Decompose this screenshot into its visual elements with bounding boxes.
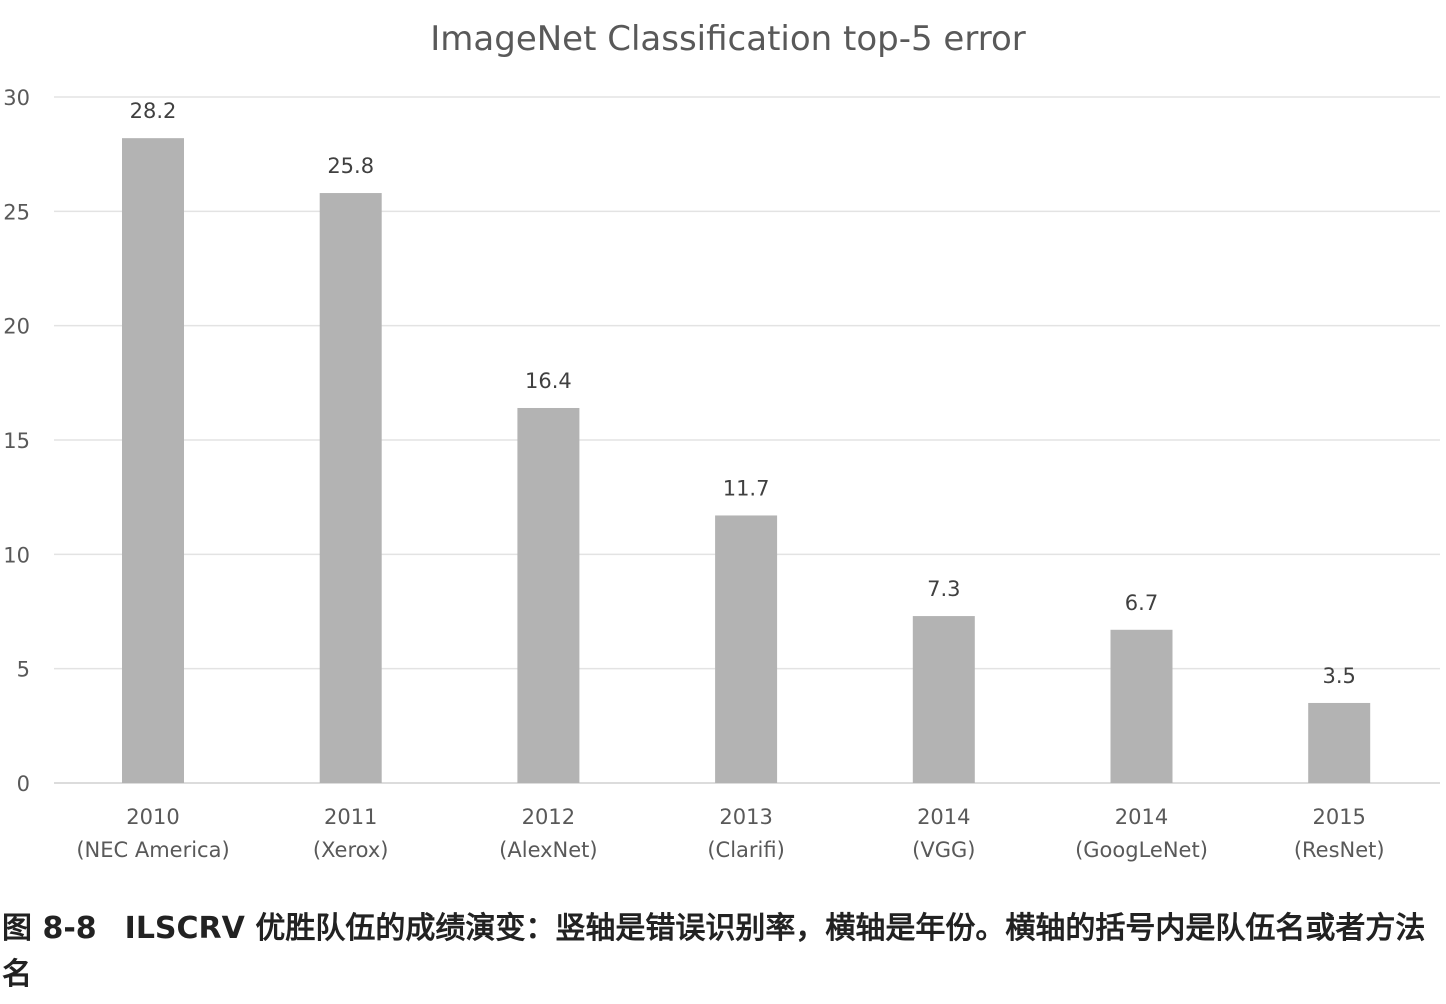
bar-chart: ImageNet Classification top-5 error 0 5 10 1… <box>3 19 1440 862</box>
x-tick-label-year: 2014 <box>1115 805 1168 829</box>
bar <box>122 138 184 783</box>
x-tick-label-year: 2011 <box>324 805 377 829</box>
data-label: 16.4 <box>525 369 572 393</box>
x-tick-label-year: 2014 <box>917 805 970 829</box>
caption-number: 图 8-8 <box>2 911 97 946</box>
y-tick-label: 10 <box>3 543 30 567</box>
bar <box>319 193 382 784</box>
x-tick-label-year: 2015 <box>1312 805 1365 829</box>
bar <box>1110 629 1173 783</box>
x-tick-label-team: (GoogLeNet) <box>1075 838 1208 862</box>
data-label: 28.2 <box>130 99 177 123</box>
x-tick-label-team: (NEC America) <box>76 838 229 862</box>
x-tick-label-team: (AlexNet) <box>499 838 597 862</box>
data-label: 25.8 <box>327 154 374 178</box>
bar <box>912 616 975 783</box>
x-tick-label-year: 2012 <box>522 805 575 829</box>
bar <box>517 407 580 783</box>
x-tick-label-team: (Clarifi) <box>707 838 784 862</box>
bar <box>1308 702 1371 783</box>
y-tick-label: 15 <box>3 429 30 453</box>
y-tick-label: 5 <box>17 658 30 682</box>
bar <box>715 515 778 783</box>
figure-caption: 图 8-8 ILSCRV 优胜队伍的成绩演变：竖轴是错误识别率，横轴是年份。横轴的… <box>2 906 1438 998</box>
x-tick-label-year: 2010 <box>126 805 179 829</box>
chart-title: ImageNet Classification top-5 error <box>430 19 1026 59</box>
caption-text: ILSCRV 优胜队伍的成绩演变：竖轴是错误识别率，横轴是年份。横轴的括号内是队… <box>2 911 1426 992</box>
data-label: 11.7 <box>723 476 770 500</box>
y-tick-label: 30 <box>3 86 30 110</box>
x-tick-label-year: 2013 <box>719 805 772 829</box>
data-label: 7.3 <box>927 577 960 601</box>
y-tick-label: 25 <box>3 200 30 224</box>
data-label: 3.5 <box>1322 664 1355 688</box>
y-tick-label: 0 <box>17 772 30 796</box>
x-tick-label-team: (VGG) <box>912 838 975 862</box>
y-tick-label: 20 <box>3 315 30 339</box>
x-tick-label-team: (Xerox) <box>313 838 389 862</box>
x-tick-label-team: (ResNet) <box>1294 838 1385 862</box>
data-label: 6.7 <box>1125 591 1158 615</box>
